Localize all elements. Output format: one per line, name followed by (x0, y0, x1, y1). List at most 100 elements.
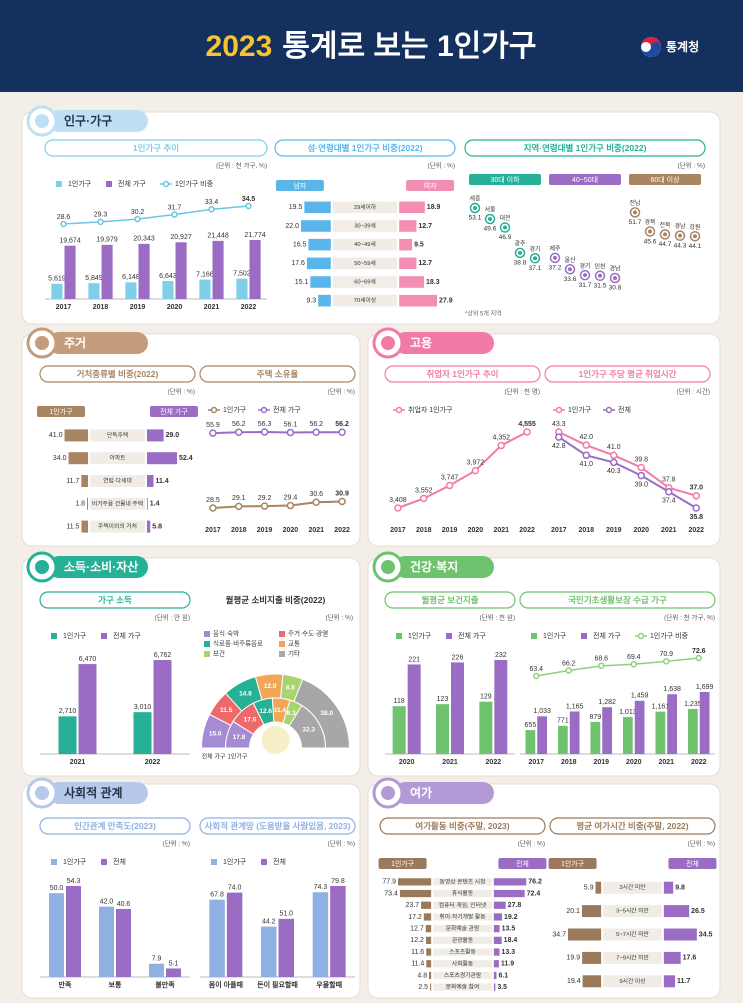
value-label: 37.4 (662, 498, 676, 505)
bar (663, 928, 697, 941)
dot-core (693, 234, 697, 239)
value-label: 28.5 (206, 497, 220, 504)
value-label: 11.5 (220, 707, 233, 714)
value-label: 11.5 (66, 523, 79, 530)
legend-swatch (101, 859, 107, 865)
value-label: 34.7 (552, 931, 566, 938)
x-tick-label: 2022 (688, 527, 704, 534)
section-title: 사회적 관계 (64, 785, 123, 800)
dot-core (678, 233, 682, 238)
bar (300, 220, 331, 232)
bar (595, 881, 602, 894)
bar (153, 660, 172, 754)
bar (68, 452, 89, 465)
value-label: 12.6 (259, 708, 272, 715)
category-label: 50~59세 (354, 259, 376, 267)
value-label: 70.9 (659, 651, 673, 658)
legend-swatch (106, 181, 112, 187)
series-name: 1인가구 (49, 407, 73, 416)
value-label: 5.9 (584, 885, 594, 892)
value-label: 54.3 (67, 878, 81, 885)
value-label: 21,774 (244, 232, 266, 239)
value-label: 123 (437, 696, 449, 703)
unit-label: (단위 : %) (688, 839, 716, 848)
line-marker (610, 451, 618, 460)
value-label: 12.2 (410, 937, 424, 944)
dot-core (473, 206, 477, 210)
line-marker (471, 466, 480, 475)
legend-label: 1인가구 (568, 405, 592, 414)
bar (429, 971, 432, 980)
legend-swatch (211, 859, 217, 865)
bar (212, 240, 224, 299)
bar (236, 278, 248, 299)
line (397, 431, 528, 509)
chart-title: 1인가구 주당 평균 취업시간 (579, 369, 677, 379)
value-label: 22.0 (285, 223, 299, 230)
section-title: 건강·복지 (410, 559, 458, 574)
legend-label: 전체 가구 (273, 405, 301, 414)
category-band (332, 220, 398, 232)
value-label: 34.5 (242, 196, 256, 203)
value-label: 72.6 (692, 648, 706, 655)
series-header (37, 406, 86, 417)
value-label: 77.9 (382, 879, 396, 886)
section: 주거 (21, 327, 361, 547)
category-band (603, 951, 662, 964)
header-title-text: 통계로 보는 1인가구 (282, 30, 536, 63)
x-tick-label: 2022 (334, 527, 350, 534)
value-label: 45.6 (644, 238, 657, 245)
bar (310, 276, 331, 288)
value-label: 44.7 (659, 241, 672, 248)
bar (399, 294, 437, 307)
chart-title: 국민기초생활보장 수급 가구 (568, 595, 667, 605)
x-tick-label: 2021 (308, 527, 324, 534)
value-label: 18.9 (427, 204, 441, 211)
dot-name: 경기 (529, 245, 540, 253)
x-tick-label: 2017 (56, 304, 72, 311)
x-tick-label: 2019 (606, 527, 622, 534)
value-label: 1,165 (566, 703, 584, 710)
value-label: 31.5 (594, 283, 607, 290)
bar (146, 475, 154, 487)
value-label: 55.9 (206, 422, 220, 429)
line-marker (497, 441, 505, 450)
bar (226, 892, 243, 977)
value-label: 79.8 (331, 878, 345, 885)
bar (667, 694, 677, 754)
line-marker (235, 502, 243, 511)
x-tick-label: 보통 (109, 980, 122, 989)
x-tick-label: 2020 (626, 759, 642, 766)
dot-core (533, 256, 537, 261)
bar (209, 899, 225, 977)
x-tick-label: 불만족 (155, 980, 175, 989)
category-label: 단독주택 (107, 431, 128, 439)
value-label: 31.7 (168, 204, 182, 211)
x-tick-label: 2020 (468, 527, 484, 534)
bar (425, 925, 432, 933)
line-marker (692, 504, 700, 512)
unit-label: (단위 : %) (428, 161, 456, 170)
category-label: 40~49세 (354, 240, 376, 248)
bar (304, 201, 331, 214)
value-label: 37.2 (549, 265, 562, 272)
line-marker (209, 429, 217, 437)
category-label: 취미·자기개발 활동 (439, 912, 486, 920)
bar (399, 220, 417, 232)
series-header (275, 180, 324, 191)
series-name: 전체 가구 (160, 407, 188, 416)
value-label: 37.8 (662, 477, 676, 484)
chart-title-pill (379, 817, 546, 835)
value-label: 40.3 (607, 468, 621, 475)
bar (146, 520, 151, 533)
category-label: 연립·다세대 (103, 477, 132, 485)
line-marker (209, 504, 217, 512)
x-tick-label: 2021 (493, 527, 509, 534)
legend-label: 1인가구 (223, 857, 247, 866)
bar (494, 660, 508, 754)
line-marker (286, 428, 295, 437)
category-band (433, 925, 492, 933)
dot-core (553, 255, 557, 260)
unit-label: (단위 : %) (163, 839, 191, 848)
category-band (433, 936, 492, 944)
